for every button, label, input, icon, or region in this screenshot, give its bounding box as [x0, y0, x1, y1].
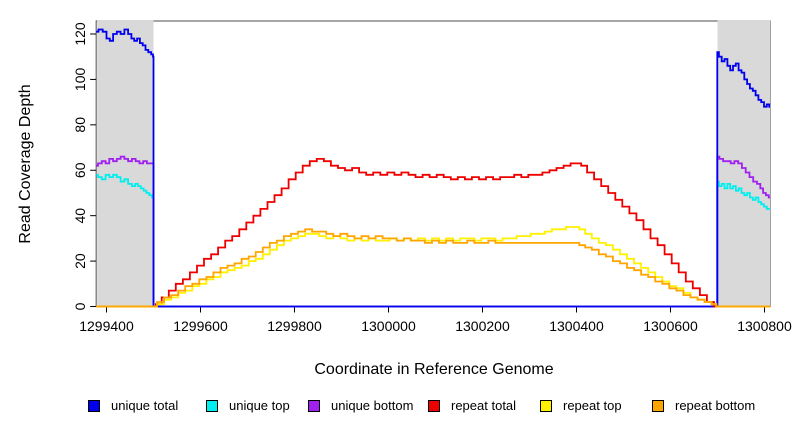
plot-box — [95, 20, 771, 307]
x-tick-label: 1299400 — [79, 318, 134, 334]
y-tick-label: 80 — [72, 117, 88, 133]
x-tick-label: 1300600 — [643, 318, 698, 334]
x-tick-label: 1300400 — [549, 318, 604, 334]
series-line-repeat-top — [96, 226, 771, 308]
y-axis-title: Read Coverage Depth — [17, 84, 34, 244]
x-tick-label: 1300200 — [455, 318, 510, 334]
y-tick-label: 0 — [72, 302, 88, 310]
x-tick-label: 1300000 — [361, 318, 416, 334]
y-tick-label: 60 — [72, 162, 88, 178]
y-tick-label: 40 — [72, 208, 88, 224]
y-tick-label: 100 — [72, 68, 88, 92]
series-line-repeat-total — [96, 158, 771, 308]
series-line-unique-total — [96, 28, 771, 308]
x-tick-label: 1299600 — [173, 318, 228, 334]
x-tick-label: 1300800 — [737, 318, 792, 334]
y-tick-label: 120 — [72, 22, 88, 46]
y-tick-label: 20 — [72, 253, 88, 269]
series-line-repeat-bottom — [96, 228, 771, 308]
x-tick-label: 1299800 — [267, 318, 322, 334]
shaded-region-1 — [717, 20, 771, 307]
x-axis-title: Coordinate in Reference Genome — [314, 361, 554, 378]
